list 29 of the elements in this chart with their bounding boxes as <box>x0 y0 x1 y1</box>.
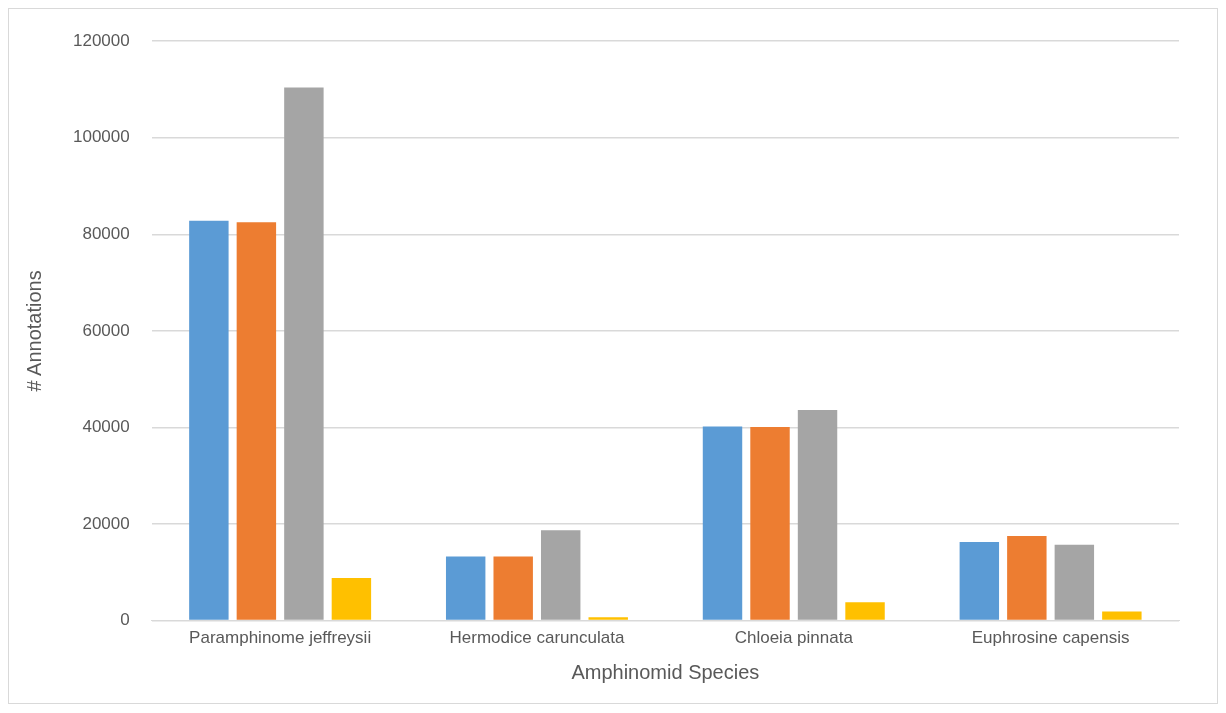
y-axis-title: # Annotations <box>22 270 45 392</box>
y-tick-label: 20000 <box>82 513 130 533</box>
bar <box>1054 544 1095 620</box>
bar <box>959 541 1000 620</box>
bar <box>540 530 581 620</box>
y-tick-label: 60000 <box>82 320 130 340</box>
x-tick-label: Euphrosine capensis <box>971 628 1130 648</box>
x-tick-label: Hermodice carunculata <box>449 628 625 648</box>
y-tick-label: 80000 <box>82 224 130 244</box>
bar <box>1007 536 1047 620</box>
bar <box>189 220 229 620</box>
x-tick-label: Paramphinome jeffreysii <box>189 628 372 648</box>
bar <box>493 556 533 620</box>
y-tick-label: 0 <box>120 610 130 630</box>
bar <box>284 87 324 620</box>
bar <box>236 222 277 620</box>
x-tick-label: Chloeia pinnata <box>734 628 854 648</box>
y-tick-label: 100000 <box>72 127 130 147</box>
bar <box>845 602 885 620</box>
bar <box>702 426 743 620</box>
y-tick-label: 120000 <box>72 30 130 50</box>
bar <box>588 617 628 620</box>
bar <box>1102 611 1142 620</box>
x-axis-title: Amphinomid Species <box>571 660 760 683</box>
bar <box>445 556 486 620</box>
bar <box>750 426 790 620</box>
bar <box>797 410 838 620</box>
bar <box>331 578 372 620</box>
y-tick-label: 40000 <box>82 417 130 437</box>
